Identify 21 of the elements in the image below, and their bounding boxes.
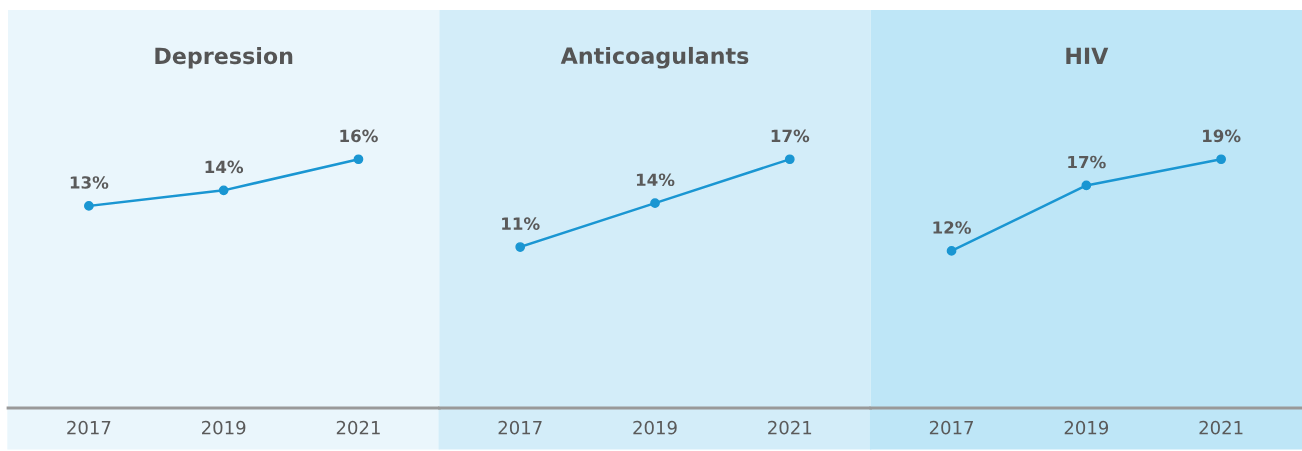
x-tick-label: 2021 [336,420,380,435]
data-label: 11% [502,217,540,230]
x-tick-label: 2021 [768,420,812,435]
data-label: 14% [205,160,244,174]
data-label: 16% [340,129,378,143]
data-label: 14% [636,173,675,187]
x-tick-label: 2021 [1199,420,1243,435]
data-label: 12% [933,221,971,234]
data-label: 13% [70,176,109,189]
x-tick-label: 2017 [67,420,111,435]
x-tick-label: 2019 [633,420,677,435]
x-tick-label: 2017 [929,420,973,435]
data-label: 17% [771,129,810,143]
chart-title: Anticoagulants [560,46,749,69]
x-tick-label: 2019 [202,420,246,435]
chart-title: Depression [155,47,293,69]
x-tick-label: 2017 [498,420,542,435]
x-tick-label: 2019 [1064,420,1109,435]
chart-title: HIV [1066,47,1109,64]
data-label: 19% [1203,129,1241,143]
data-label: 17% [1068,155,1106,169]
